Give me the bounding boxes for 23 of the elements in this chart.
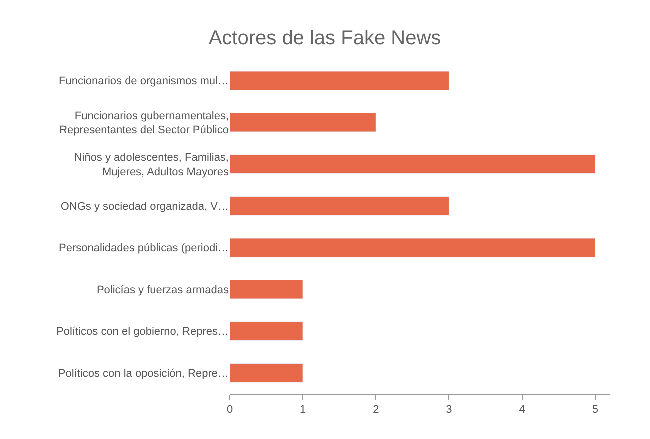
bar [230, 154, 596, 174]
chart-title: Actores de las Fake News [208, 28, 442, 50]
y-tick-label: Personalidades públicas (periodi… [59, 242, 229, 255]
bar [230, 238, 596, 258]
y-tick-label: Niños y adolescentes, Familias, Mujeres, Adultos Mayores [74, 152, 230, 178]
x-tick-label: 2 [373, 404, 380, 416]
x-tick-label: 3 [446, 404, 452, 416]
x-tick-label: 0 [226, 404, 234, 416]
bar [230, 363, 304, 383]
y-tick-label: Políticos con el gobierno, Repres… [56, 326, 229, 338]
y-tick-label: Funcionarios de organismos mul… [59, 76, 229, 88]
bar [230, 280, 304, 300]
bar [230, 71, 450, 91]
x-tick-label: 4 [519, 404, 526, 416]
x-tick-label: 5 [592, 404, 598, 416]
bar [230, 112, 376, 132]
bar [230, 196, 450, 216]
y-tick-label: Funcionarios gubernamentales, Representantes del Sector Público [60, 110, 229, 137]
x-tick-label: 1 [300, 404, 306, 416]
y-tick-label: Políticos con la oposición, Repre… [58, 368, 229, 380]
bar [230, 322, 304, 342]
y-tick-label: Policías y fuerzas armadas [96, 284, 230, 296]
y-tick-label: ONGs y sociedad organizada, V… [60, 200, 229, 213]
